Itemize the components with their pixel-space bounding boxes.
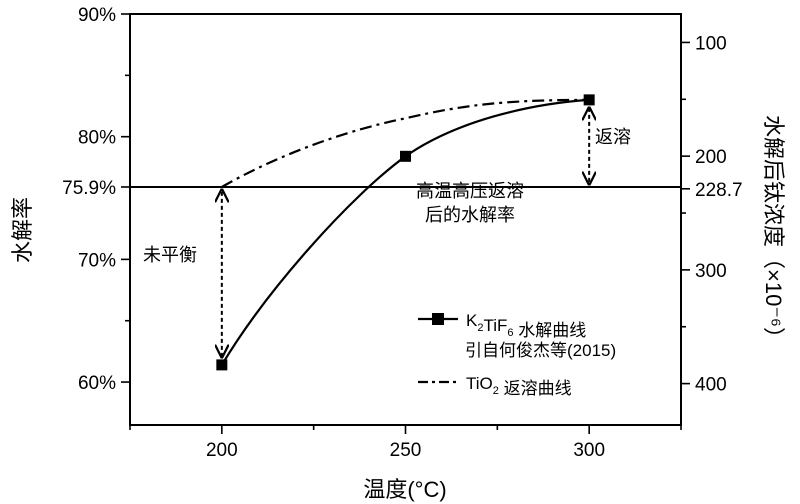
legend-text-part: K	[466, 311, 478, 330]
y2-tick-label: 200	[695, 147, 727, 168]
legend-tio2-label: TiO2 返溶曲线	[466, 374, 572, 398]
y-tick-label: 80%	[78, 128, 116, 149]
reference-line-label-2: 后的水解率	[425, 205, 515, 225]
annotations	[222, 108, 589, 357]
y-axis-right: 100 200 228.7 300 400	[681, 33, 743, 396]
annotation-redissolve-label: 返溶	[595, 127, 631, 147]
x-tick-label: 200	[206, 440, 238, 461]
y2-tick-label: 228.7	[695, 180, 743, 201]
x-tick-label: 250	[390, 440, 422, 461]
legend-k2tif6-source: 引自何俊杰等(2015)	[465, 341, 616, 360]
legend-subscript: 6	[507, 327, 513, 339]
x-axis: 200 250 300	[129, 425, 682, 461]
y2-axis-title: 水解后钛浓度（×10⁻⁶）	[761, 115, 786, 349]
series-group	[216, 94, 595, 371]
legend-text-part: 水解曲线	[514, 321, 587, 340]
x-axis-title: 温度(°C)	[363, 477, 446, 502]
legend-k2tif6-marker	[432, 313, 444, 325]
series-tio2-line	[221, 98, 590, 188]
reference-line-label-1: 高温高压返溶	[416, 181, 524, 201]
plot-frame	[129, 13, 682, 426]
y-axis-left: 60% 70% 75.9% 80% 90%	[62, 5, 130, 394]
y-axis-title: 水解率	[10, 197, 35, 263]
legend-subscript: 2	[477, 322, 483, 334]
legend-k2tif6-label: K2TiF6 水解曲线	[466, 311, 586, 340]
legend-text-part: 返溶曲线	[499, 379, 572, 398]
legend-text-part: TiF	[483, 316, 507, 335]
series-k2tif6-point	[216, 359, 228, 371]
y-tick-label: 75.9%	[62, 178, 116, 199]
series-k2tif6-point	[400, 150, 411, 162]
y-tick-label: 90%	[78, 5, 116, 26]
annotation-unbalanced-label: 未平衡	[143, 245, 197, 265]
series-k2tif6-point	[583, 94, 595, 106]
legend-subscript: 2	[493, 385, 499, 397]
legend-text-part: TiO	[466, 374, 493, 393]
y2-tick-label: 400	[695, 375, 727, 396]
y2-tick-label: 300	[695, 261, 727, 282]
plot-border	[129, 13, 682, 426]
y2-tick-label: 100	[695, 33, 727, 54]
y-tick-label: 60%	[78, 373, 116, 394]
y-tick-label: 70%	[78, 250, 116, 271]
x-tick-label: 300	[573, 440, 605, 461]
